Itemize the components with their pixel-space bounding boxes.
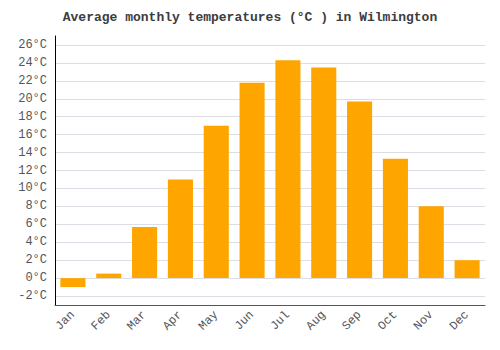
svg-text:22°C: 22°C [18,74,47,88]
svg-text:Oct: Oct [375,308,400,333]
svg-text:Feb: Feb [89,308,114,333]
svg-text:20°C: 20°C [18,92,47,106]
svg-text:18°C: 18°C [18,110,47,124]
svg-text:Mar: Mar [124,308,149,333]
svg-text:Average monthly temperatures (: Average monthly temperatures (°C ) in Wi… [63,10,438,25]
svg-text:0°C: 0°C [25,271,47,285]
svg-text:Dec: Dec [447,308,472,333]
svg-text:12°C: 12°C [18,164,47,178]
svg-text:Sep: Sep [339,308,364,333]
svg-text:14°C: 14°C [18,146,47,160]
svg-text:Aug: Aug [304,308,329,333]
svg-text:16°C: 16°C [18,128,47,142]
svg-text:Apr: Apr [160,308,185,333]
svg-text:24°C: 24°C [18,56,47,70]
svg-text:2°C: 2°C [25,253,47,267]
svg-text:6°C: 6°C [25,217,47,231]
svg-text:Nov: Nov [411,308,436,333]
svg-text:10°C: 10°C [18,181,47,195]
svg-text:Jul: Jul [268,308,293,333]
svg-text:May: May [196,308,221,333]
svg-text:Jun: Jun [232,308,257,333]
svg-text:Jan: Jan [53,308,78,333]
svg-text:26°C: 26°C [18,38,47,52]
svg-text:-2°C: -2°C [18,289,47,303]
svg-text:4°C: 4°C [25,235,47,249]
svg-text:8°C: 8°C [25,199,47,213]
